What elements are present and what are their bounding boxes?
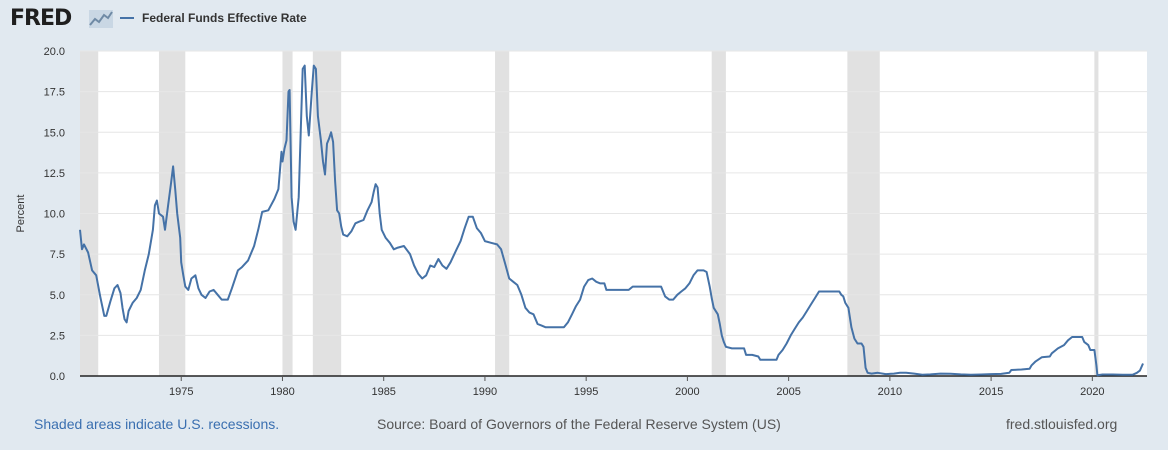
source-text: Source: Board of Governors of the Federa… bbox=[377, 416, 781, 432]
y-tick-label: 5.0 bbox=[50, 290, 65, 302]
chart-legend: Federal Funds Effective Rate bbox=[120, 11, 307, 25]
x-tick-label: 1985 bbox=[371, 386, 395, 398]
y-tick-label: 12.5 bbox=[44, 168, 65, 180]
x-tick-label: 2000 bbox=[675, 386, 699, 398]
x-tick-label: 2020 bbox=[1080, 386, 1104, 398]
y-tick-label: 15.0 bbox=[44, 127, 65, 139]
legend-label: Federal Funds Effective Rate bbox=[142, 11, 307, 25]
y-axis: 0.0 2.5 5.0 7.5 10.0 12.5 15.0 17.5 20.0 bbox=[44, 46, 65, 383]
series-line-federal-funds-rate bbox=[79, 64, 1144, 377]
x-tick-label: 1975 bbox=[169, 386, 193, 398]
x-tick-label: 1990 bbox=[473, 386, 497, 398]
y-tick-label: 7.5 bbox=[50, 249, 65, 261]
y-tick-label: 2.5 bbox=[50, 330, 65, 342]
y-axis-label: Percent bbox=[15, 195, 27, 233]
x-tick-label: 2005 bbox=[776, 386, 800, 398]
fred-logo[interactable]: FRED bbox=[10, 6, 72, 31]
x-tick-label: 2010 bbox=[878, 386, 902, 398]
line-graph-icon bbox=[89, 10, 113, 28]
y-tick-label: 0.0 bbox=[50, 371, 65, 383]
x-tick-label: 1995 bbox=[574, 386, 598, 398]
footer: Shaded areas indicate U.S. recessions. S… bbox=[0, 416, 1168, 436]
site-link[interactable]: fred.stlouisfed.org bbox=[1006, 416, 1118, 432]
recession-note-link[interactable]: Shaded areas indicate U.S. recessions. bbox=[34, 416, 280, 432]
y-tick-label: 17.5 bbox=[44, 87, 65, 99]
y-tick-label: 20.0 bbox=[44, 46, 65, 58]
line-chart: 0.0 2.5 5.0 7.5 10.0 12.5 15.0 17.5 20.0 1975 198… bbox=[15, 46, 1147, 398]
x-tick-label: 1980 bbox=[270, 386, 294, 398]
header: FRED Federal Funds Effective Rate bbox=[0, 0, 1168, 40]
y-tick-label: 10.0 bbox=[44, 209, 65, 221]
x-axis: 1975 1980 1985 1990 1995 2000 2005 2010 2015 2020 bbox=[80, 375, 1147, 398]
x-tick-label: 2015 bbox=[979, 386, 1003, 398]
legend-swatch bbox=[120, 17, 134, 19]
